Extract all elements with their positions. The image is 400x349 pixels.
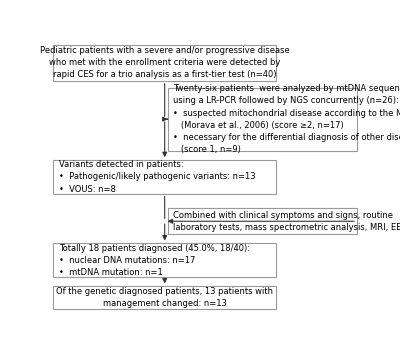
FancyBboxPatch shape bbox=[168, 88, 357, 151]
Text: Combined with clinical symptoms and signs, routine
laboratory tests, mass spectr: Combined with clinical symptoms and sign… bbox=[173, 211, 400, 232]
Text: Variants detected in patients:
•  Pathogenic/likely pathogenic variants: n=13
• : Variants detected in patients: • Pathoge… bbox=[59, 160, 255, 194]
FancyBboxPatch shape bbox=[168, 208, 357, 234]
FancyBboxPatch shape bbox=[53, 244, 276, 277]
Text: Totally 18 patients diagnosed (45.0%, 18/40):
•  nuclear DNA mutations: n=17
•  : Totally 18 patients diagnosed (45.0%, 18… bbox=[59, 244, 250, 277]
Text: Pediatric patients with a severe and/or progressive disease
who met with the enr: Pediatric patients with a severe and/or … bbox=[40, 46, 290, 79]
FancyBboxPatch shape bbox=[53, 160, 276, 194]
Text: Of the genetic diagnosed patients, 13 patients with
management changed: n=13: Of the genetic diagnosed patients, 13 pa… bbox=[56, 287, 273, 309]
FancyBboxPatch shape bbox=[53, 45, 276, 81]
Text: Twenty-six patients  were analyzed by mtDNA sequencing
using a LR-PCR followed b: Twenty-six patients were analyzed by mtD… bbox=[173, 84, 400, 154]
FancyBboxPatch shape bbox=[53, 287, 276, 309]
